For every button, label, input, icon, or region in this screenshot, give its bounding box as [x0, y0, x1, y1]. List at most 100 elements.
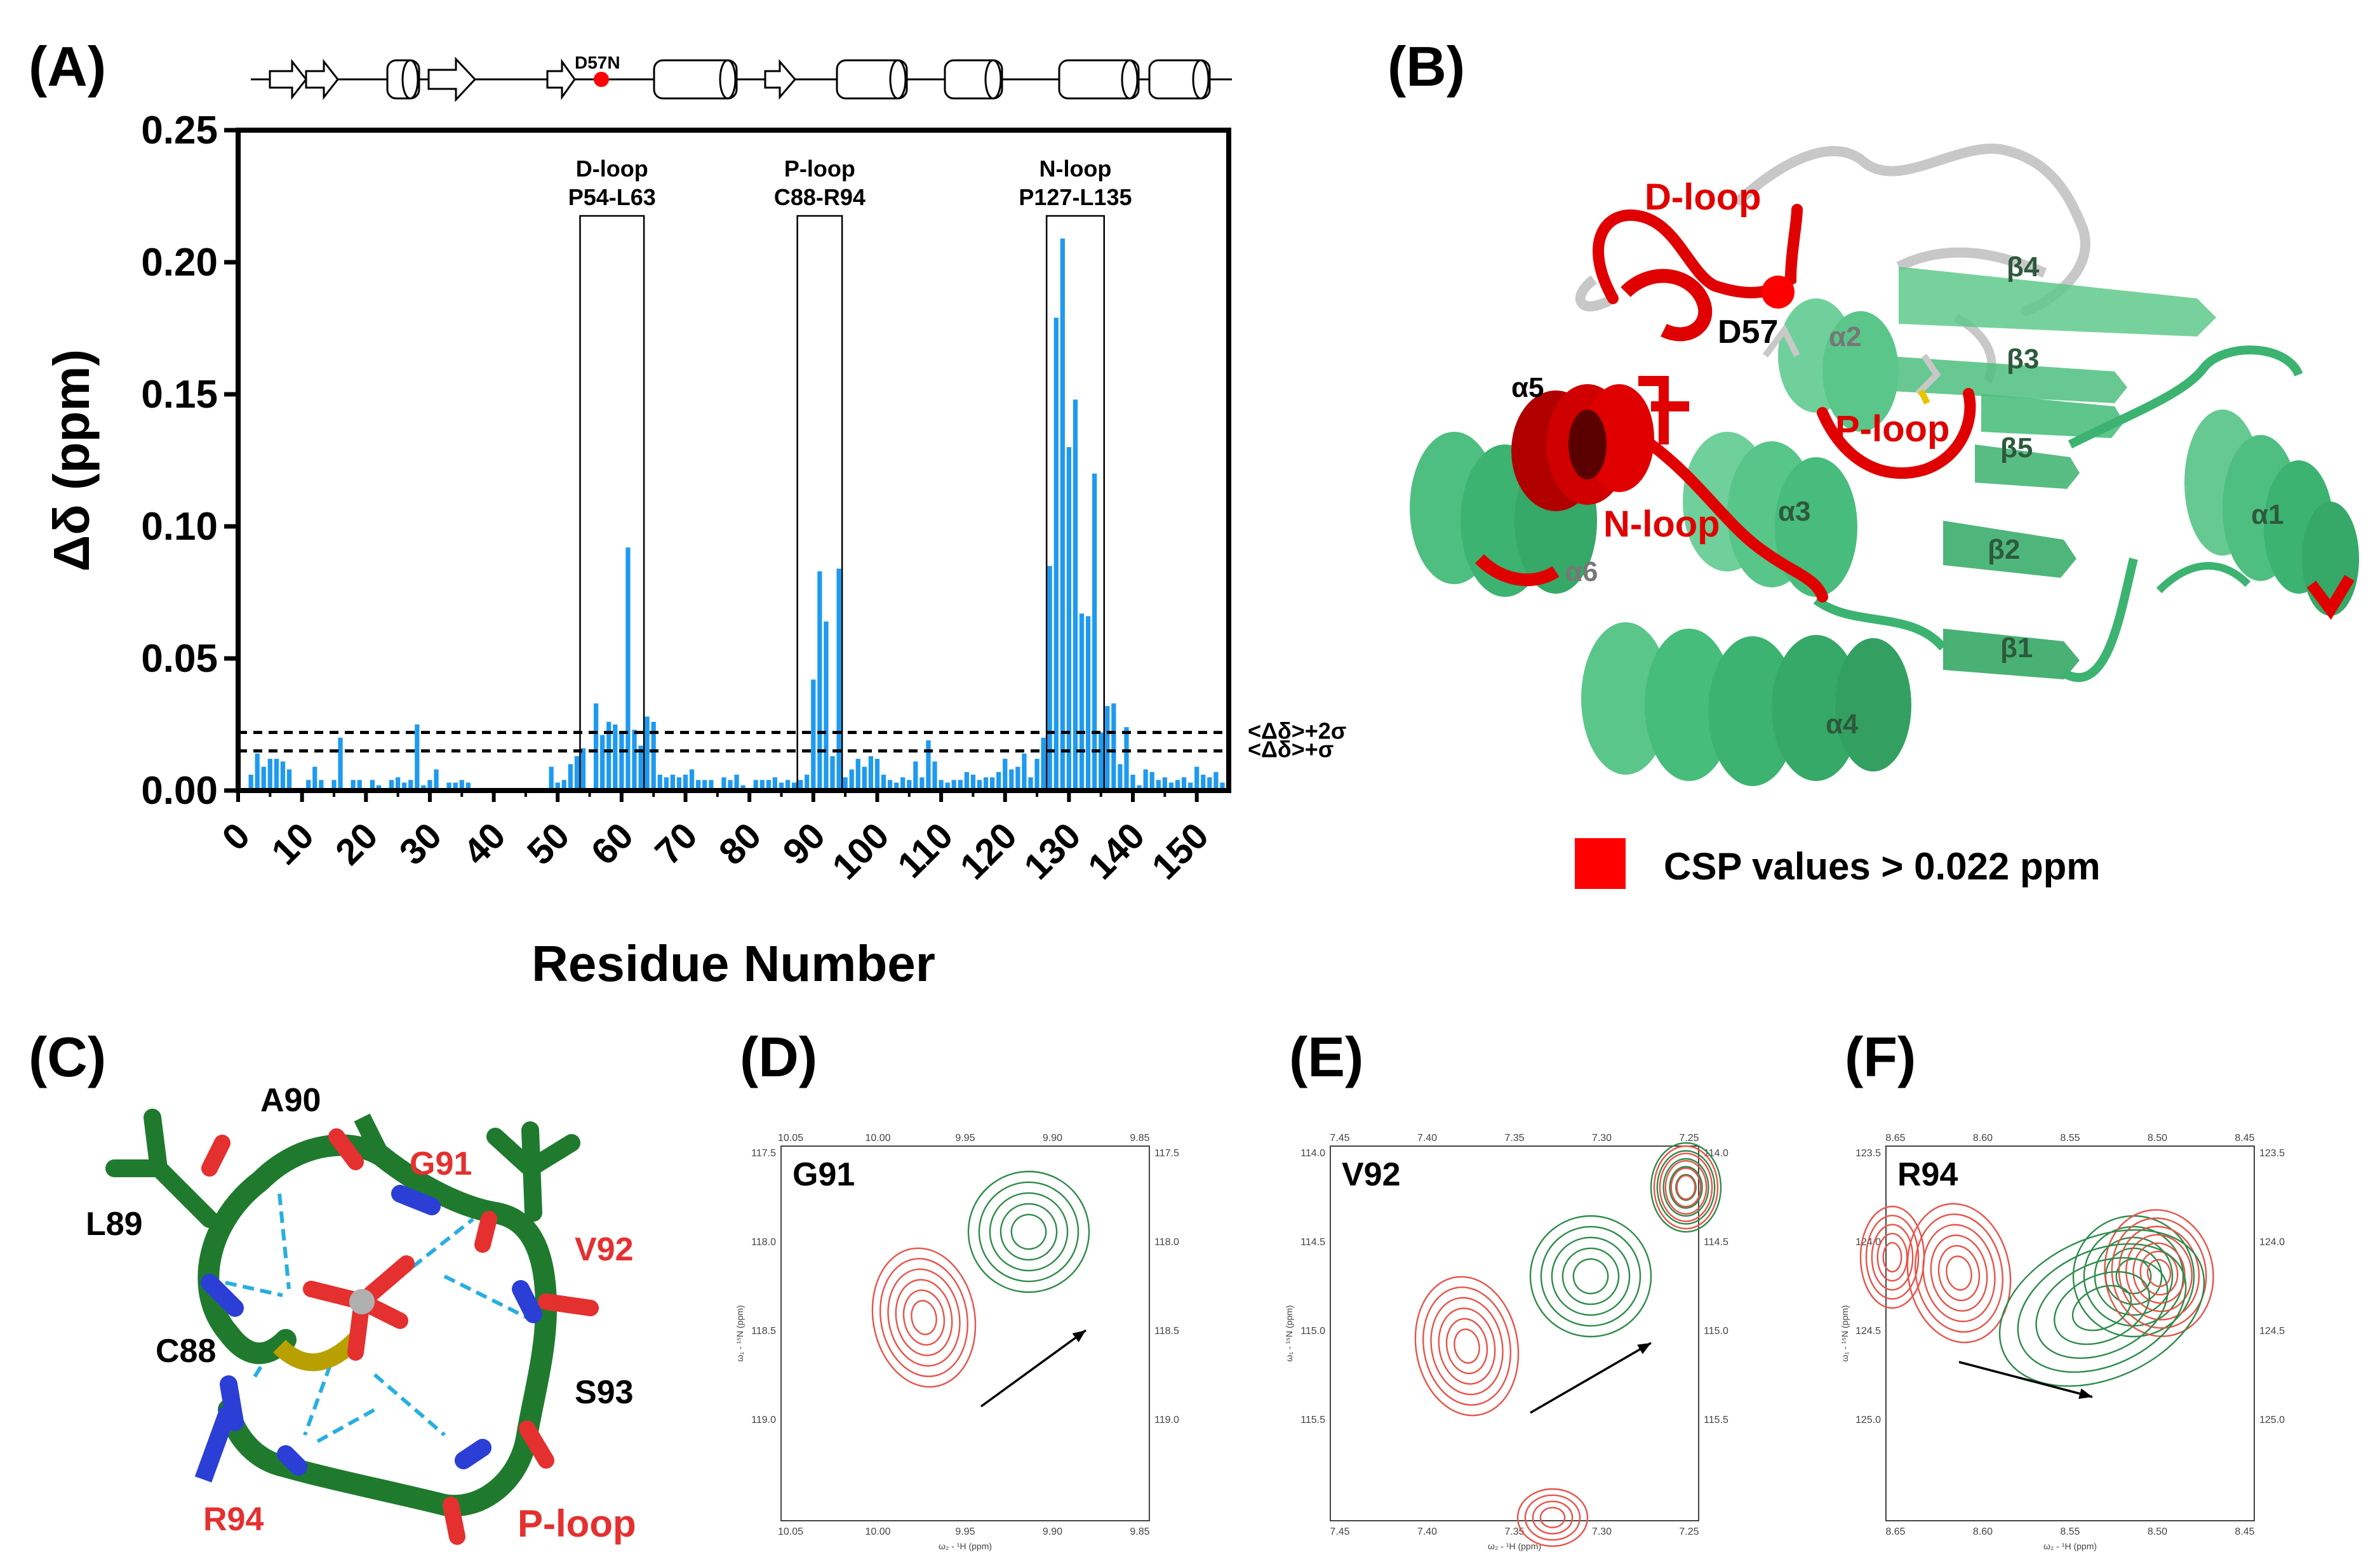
contour — [2115, 1258, 2152, 1295]
bar — [1003, 759, 1008, 788]
label-alpha1: α1 — [2251, 499, 2284, 530]
shift-arrowhead — [2078, 1388, 2092, 1399]
shift-arrowhead — [1637, 1343, 1651, 1354]
x-tick-label: 150 — [1144, 815, 1216, 887]
bar — [415, 724, 420, 788]
label-a90: A90 — [260, 1082, 321, 1119]
label-nloop: N-loop — [1603, 504, 1720, 545]
helix-alpha2 — [1778, 298, 1899, 432]
bar — [1073, 399, 1078, 788]
contour — [1915, 1213, 2003, 1333]
label-beta1: β1 — [2000, 632, 2033, 664]
bar — [549, 766, 554, 788]
label-r94: R94 — [203, 1501, 264, 1538]
panel-label-e: (E) — [1289, 1025, 1363, 1088]
bar — [453, 782, 458, 788]
contour — [2118, 1225, 2200, 1321]
bar — [1053, 317, 1059, 788]
bar — [664, 777, 669, 788]
label-l89: L89 — [86, 1206, 143, 1243]
mutation-label: D57N — [575, 53, 620, 72]
dloop-path — [1593, 204, 1803, 304]
contour — [1669, 1166, 1703, 1209]
x-tick-label: 10 — [264, 815, 322, 873]
x-tick-label: 70 — [647, 815, 705, 873]
alpha-helix-cylinder — [386, 59, 420, 100]
protein-structure: D-loop D57 P-loop N-loop α1 α2 α3 α4 α5 … — [1410, 144, 2359, 889]
bar — [1099, 732, 1104, 788]
bar — [1187, 782, 1193, 788]
contour — [1906, 1203, 2012, 1344]
label-ploop: P-loop — [1835, 408, 1949, 450]
x-axis-title: Residue Number — [531, 935, 935, 992]
x-tick-label: 80 — [711, 815, 770, 873]
label-alpha2: α2 — [1829, 321, 1862, 352]
nmr-frame — [780, 1145, 1150, 1521]
contour — [999, 1203, 1058, 1261]
bar — [868, 756, 874, 788]
bar — [580, 748, 586, 788]
bar — [459, 780, 464, 788]
contour — [1539, 1507, 1566, 1528]
bar — [766, 780, 771, 788]
contour — [1653, 1145, 1719, 1230]
bar — [446, 782, 451, 788]
nmr-y-tick-right: 125.0 — [2259, 1415, 2285, 1425]
alpha-helix-cylinder — [944, 59, 1003, 100]
y-tick-label: 0.00 — [141, 769, 218, 813]
contour — [902, 1289, 946, 1346]
alpha-helix-cylinder — [1148, 59, 1211, 100]
bar — [683, 775, 688, 788]
bar — [465, 782, 471, 788]
x-tick-label: 140 — [1080, 815, 1153, 887]
nmr-frame — [1330, 1145, 1699, 1521]
bar — [1105, 705, 1110, 788]
panel-label-b: (B) — [1387, 35, 1465, 98]
bar — [274, 759, 279, 788]
shift-arrow — [980, 1329, 1087, 1408]
nmr-x-tick-top: 7.30 — [1592, 1133, 1612, 1144]
region-box-n-loop — [1045, 215, 1105, 792]
region-range: C88-R94 — [774, 184, 866, 210]
contour — [2035, 1257, 2169, 1359]
contour — [967, 1170, 1090, 1293]
topology-diagram: D57N — [251, 53, 1232, 102]
bar — [805, 775, 810, 788]
bar — [811, 679, 816, 788]
contour — [1422, 1286, 1511, 1406]
nmr-x-tick-bottom: 7.35 — [1504, 1526, 1524, 1537]
bar — [1111, 703, 1116, 788]
shift-arrow — [1958, 1361, 2093, 1398]
bar — [1092, 473, 1097, 788]
nmr-x-tick-bottom: 7.40 — [1417, 1526, 1437, 1537]
bar — [926, 740, 931, 788]
bar — [1130, 775, 1135, 788]
bar — [791, 782, 797, 788]
bar — [1079, 613, 1085, 788]
bar — [824, 621, 829, 788]
nmr-x-tick-bottom: 8.45 — [2235, 1526, 2254, 1537]
nmr-y-tick-right: 124.0 — [2259, 1237, 2285, 1248]
contour — [1937, 1245, 1981, 1302]
contour — [871, 1247, 977, 1388]
x-tick-label: 120 — [953, 815, 1025, 887]
nmr-x-tick-bottom: 8.65 — [1885, 1526, 1905, 1537]
contour — [989, 1192, 1069, 1272]
bar — [849, 769, 854, 788]
bar — [619, 732, 624, 788]
nmr-residue-label: R94 — [1897, 1156, 1958, 1193]
contour — [1670, 1167, 1702, 1208]
panel-label-c: (C) — [29, 1025, 106, 1088]
region-range: P54-L63 — [568, 184, 656, 210]
region-box-d-loop — [579, 215, 645, 792]
x-tick-label: 40 — [455, 815, 514, 873]
nmr-x-tick-bottom: 7.45 — [1330, 1526, 1349, 1537]
bar — [970, 775, 976, 788]
bar — [894, 782, 899, 788]
bar — [1124, 727, 1129, 788]
contour — [1445, 1318, 1488, 1375]
y-axis-ticks: 0.00 0.05 0.10 0.15 0.20 0.25 — [141, 109, 238, 813]
nmr-x-tick-top: 8.65 — [1885, 1133, 1905, 1144]
contour — [1656, 1150, 1716, 1225]
